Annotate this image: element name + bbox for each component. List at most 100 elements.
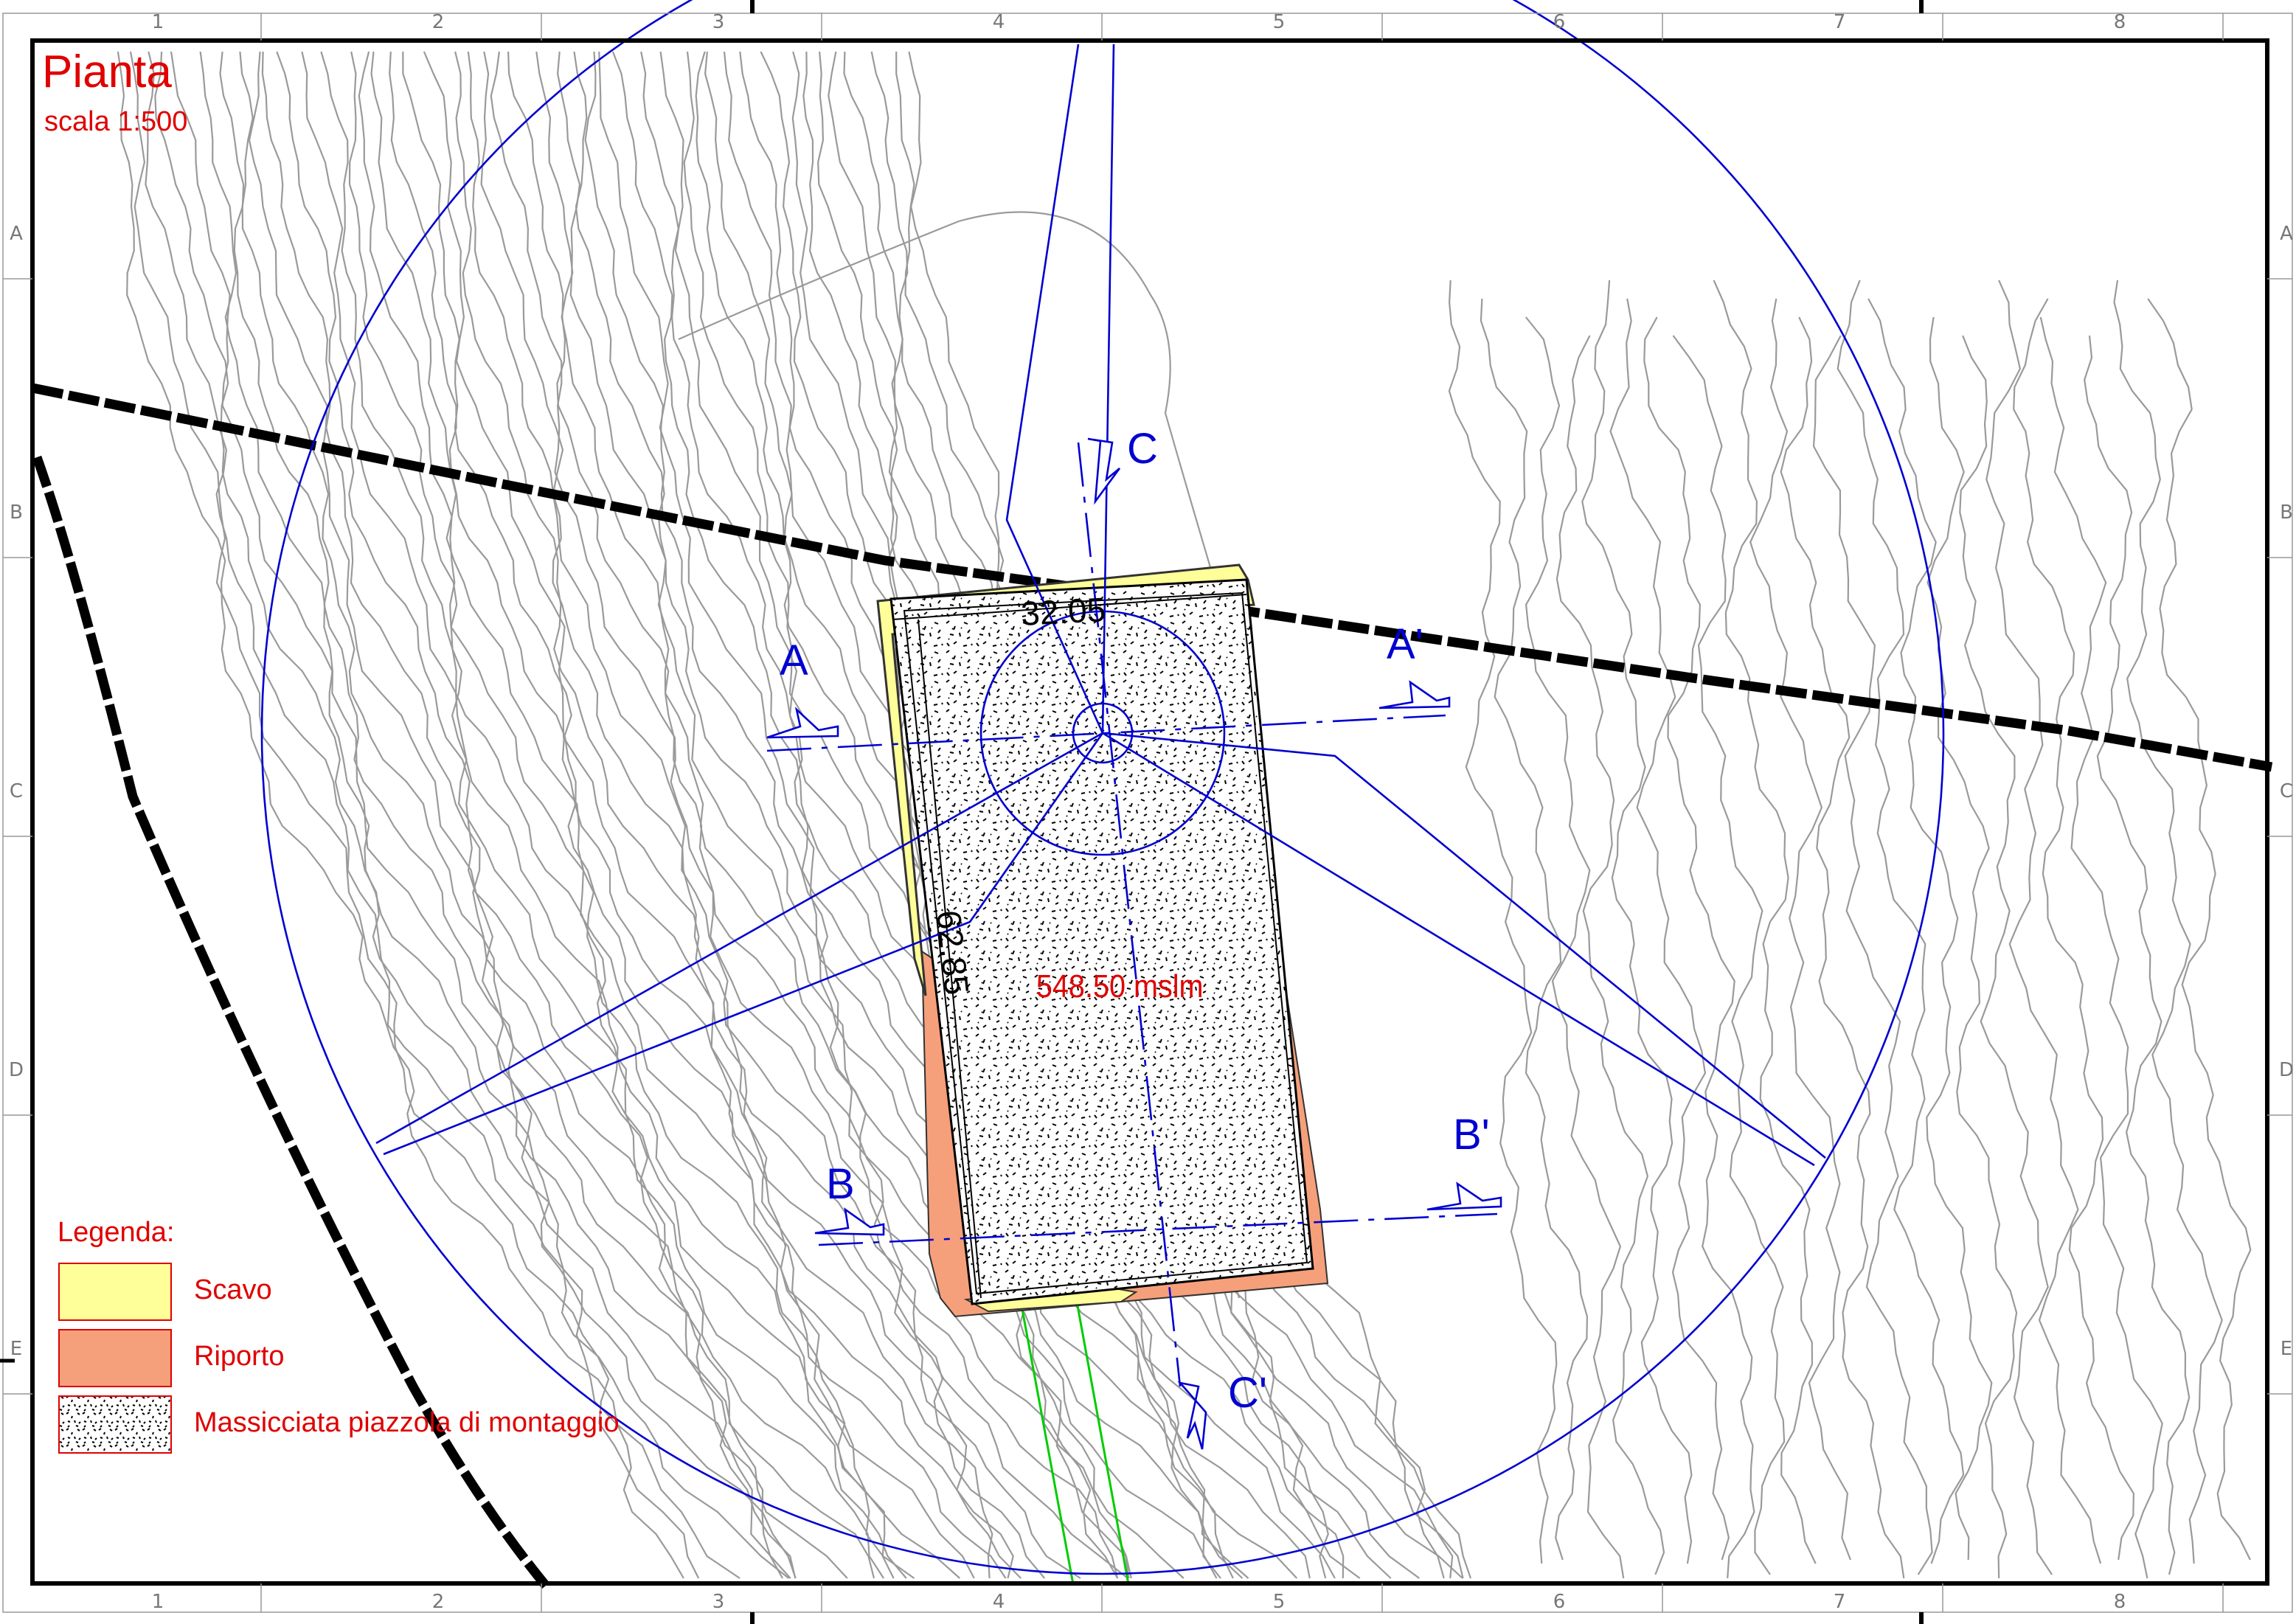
section-label-A-prime: A' bbox=[1387, 620, 1423, 668]
legend-swatch-riporto bbox=[58, 1329, 172, 1387]
grid-column-label-8-top: 8 bbox=[2114, 11, 2126, 33]
contour-line bbox=[2147, 298, 2252, 1561]
grid-column-label-2-bottom: 2 bbox=[432, 1591, 445, 1613]
grid-ticks bbox=[3, 13, 2292, 1612]
legend-item-riporto: Riporto bbox=[194, 1341, 285, 1372]
contour-line bbox=[535, 51, 1119, 1579]
contour-line bbox=[261, 51, 875, 1579]
grid-column-label-4-top: 4 bbox=[993, 11, 1005, 33]
grid-column-label-7-top: 7 bbox=[1834, 11, 1846, 33]
contour-line bbox=[117, 51, 684, 1579]
grid-row-label-E-left: E bbox=[10, 1338, 22, 1360]
contour-line bbox=[199, 51, 791, 1579]
contour-line bbox=[2039, 316, 2163, 1579]
contour-line bbox=[1959, 335, 2053, 1575]
contour-line bbox=[1581, 280, 1693, 1564]
assembly-blade-wedge bbox=[1005, 44, 1115, 734]
dimension-lines bbox=[892, 594, 1247, 1299]
contour-line bbox=[320, 51, 895, 1579]
grid-column-label-1-top: 1 bbox=[152, 11, 164, 33]
grid-row-label-D-left: D bbox=[9, 1059, 24, 1081]
legend-item-scavo: Scavo bbox=[194, 1274, 272, 1305]
legend-item-massicciata: Massicciata piazzola di montaggio bbox=[194, 1407, 620, 1438]
contour-line bbox=[1713, 280, 1817, 1564]
contour-line bbox=[2013, 298, 2135, 1561]
grid-row-label-A-right: A bbox=[2280, 223, 2293, 245]
contour-line bbox=[348, 51, 915, 1579]
section-geometry bbox=[261, 0, 1944, 1575]
section-arrow-B bbox=[814, 1207, 885, 1236]
grid-row-label-A-left: A bbox=[10, 223, 23, 245]
grid-strip-border bbox=[2, 13, 2293, 1613]
grid-column-label-2-top: 2 bbox=[432, 11, 445, 33]
contour-line bbox=[129, 51, 700, 1579]
pad-elevation: 548.50 mslm bbox=[1036, 968, 1204, 1004]
grid-column-label-1-bottom: 1 bbox=[152, 1591, 164, 1613]
contour-line bbox=[556, 51, 1130, 1579]
section-label-C: C bbox=[1127, 425, 1158, 473]
section-label-C-prime: C' bbox=[1228, 1369, 1267, 1417]
contour-line bbox=[1643, 316, 1755, 1579]
contour-line bbox=[2113, 280, 2223, 1564]
foundation-circle bbox=[979, 610, 1226, 856]
contour-line bbox=[301, 51, 907, 1579]
contour-line bbox=[1525, 316, 1625, 1579]
legend: Legenda: Scavo Riporto Massicciata piazz… bbox=[58, 1217, 620, 1454]
contour-line bbox=[1448, 280, 1558, 1564]
dimension-width: 32.05 bbox=[1020, 590, 1107, 633]
outer-border bbox=[30, 38, 2269, 1586]
section-arrow-C bbox=[1087, 437, 1121, 505]
contour-line bbox=[659, 51, 1234, 1579]
parcel-boundary-north bbox=[31, 383, 2273, 772]
scale-label: scala 1:500 bbox=[44, 106, 187, 137]
legend-heading: Legenda: bbox=[58, 1217, 175, 1248]
grid-column-label-5-bottom: 5 bbox=[1273, 1591, 1286, 1613]
legend-swatch-scavo bbox=[58, 1263, 172, 1321]
turbine-rotor-circle bbox=[261, 0, 1944, 1575]
section-arrow-B-prime bbox=[1426, 1181, 1502, 1211]
contour-line bbox=[1926, 316, 2018, 1579]
contour-line bbox=[739, 51, 1345, 1579]
contour-line bbox=[573, 51, 1132, 1579]
page-title: Pianta bbox=[42, 46, 172, 97]
access-road-edge-left bbox=[1020, 1305, 1075, 1585]
contour-line bbox=[239, 51, 797, 1579]
contour-line bbox=[611, 51, 1221, 1579]
parcel-boundaries bbox=[31, 383, 2273, 1589]
contour-lines bbox=[117, 51, 2252, 1579]
contour-line bbox=[1985, 280, 2102, 1564]
section-arrow-C-prime bbox=[1177, 1381, 1207, 1450]
dimension-length: 62.85 bbox=[929, 909, 977, 997]
contour-line bbox=[423, 51, 993, 1579]
crane-pad-inner-outline bbox=[903, 591, 1308, 1295]
contour-line bbox=[145, 51, 741, 1579]
section-label-A: A bbox=[780, 636, 808, 684]
contour-line bbox=[358, 51, 961, 1579]
section-arrows bbox=[766, 437, 1502, 1450]
legend-swatch-massicciata bbox=[58, 1395, 172, 1454]
section-label-B-prime: B' bbox=[1453, 1111, 1490, 1159]
sector-lines-east bbox=[1102, 732, 1826, 1167]
contour-line bbox=[389, 51, 1007, 1579]
grid-column-label-3-bottom: 3 bbox=[712, 1591, 725, 1613]
contour-line bbox=[480, 51, 1081, 1579]
contour-line bbox=[276, 51, 885, 1579]
contour-line bbox=[640, 51, 1244, 1579]
grid-column-label-8-bottom: 8 bbox=[2114, 1591, 2126, 1613]
contour-line bbox=[248, 51, 848, 1579]
access-road-edge-right bbox=[1075, 1301, 1130, 1585]
contour-line bbox=[1555, 335, 1665, 1575]
grid-column-label-3-top: 3 bbox=[712, 11, 725, 33]
contour-line bbox=[598, 51, 1218, 1579]
grid-column-label-5-top: 5 bbox=[1273, 11, 1286, 33]
grid-column-label-7-bottom: 7 bbox=[1834, 1591, 1846, 1613]
grid-row-label-E-right: E bbox=[2281, 1338, 2292, 1360]
contour-line bbox=[402, 51, 1014, 1579]
section-axis-B bbox=[818, 1212, 1498, 1246]
contour-line bbox=[1867, 298, 1993, 1561]
contour-line bbox=[1812, 335, 1933, 1575]
grid-row-label-C-left: C bbox=[10, 780, 23, 802]
contour-line bbox=[1749, 298, 1852, 1561]
section-axis-A bbox=[766, 714, 1446, 752]
